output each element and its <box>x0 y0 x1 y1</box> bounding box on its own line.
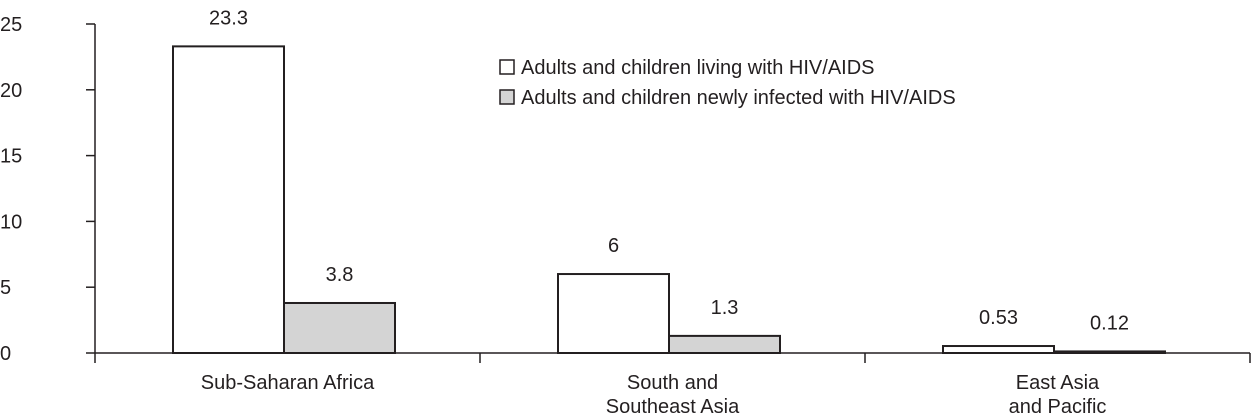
bar-1-2 <box>1053 350 1166 355</box>
legend-label: Adults and children newly infected with … <box>521 87 956 109</box>
bar-0-0 <box>172 45 285 354</box>
data-label: 0.12 <box>1090 312 1129 334</box>
category-label: East Asia <box>1016 372 1100 394</box>
y-tick-label: 15 <box>0 146 22 168</box>
legend: Adults and children living with HIV/AIDS… <box>499 57 956 109</box>
data-label: 3.8 <box>326 264 354 286</box>
y-tick-label: 10 <box>0 211 22 233</box>
y-axis: 0 5 10 15 20 25 <box>0 14 96 365</box>
data-labels: 23.3 6 0.53 3.8 1.3 0.12 <box>209 7 1129 334</box>
category-label: Sub-Saharan Africa <box>201 372 375 394</box>
category-label: and Pacific <box>1009 396 1107 418</box>
bar-0-2 <box>942 345 1055 355</box>
y-tick-label: 25 <box>0 14 22 36</box>
bars <box>172 45 1166 355</box>
data-label: 0.53 <box>979 307 1018 329</box>
y-tick-label: 20 <box>0 80 22 102</box>
y-tick-label: 5 <box>0 277 11 299</box>
bar-1-1 <box>668 334 781 354</box>
bar-0-1 <box>557 273 670 355</box>
category-label: Southeast Asia <box>606 396 740 418</box>
data-label: 6 <box>608 235 619 257</box>
category-label: South and <box>627 372 718 394</box>
bar-1-0 <box>283 301 396 355</box>
y-tick-label: 0 <box>0 343 11 365</box>
data-label: 23.3 <box>209 7 248 29</box>
legend-swatch-0 <box>499 59 515 75</box>
legend-swatch-1 <box>499 89 515 105</box>
data-label: 1.3 <box>711 297 739 319</box>
legend-label: Adults and children living with HIV/AIDS <box>521 57 875 79</box>
